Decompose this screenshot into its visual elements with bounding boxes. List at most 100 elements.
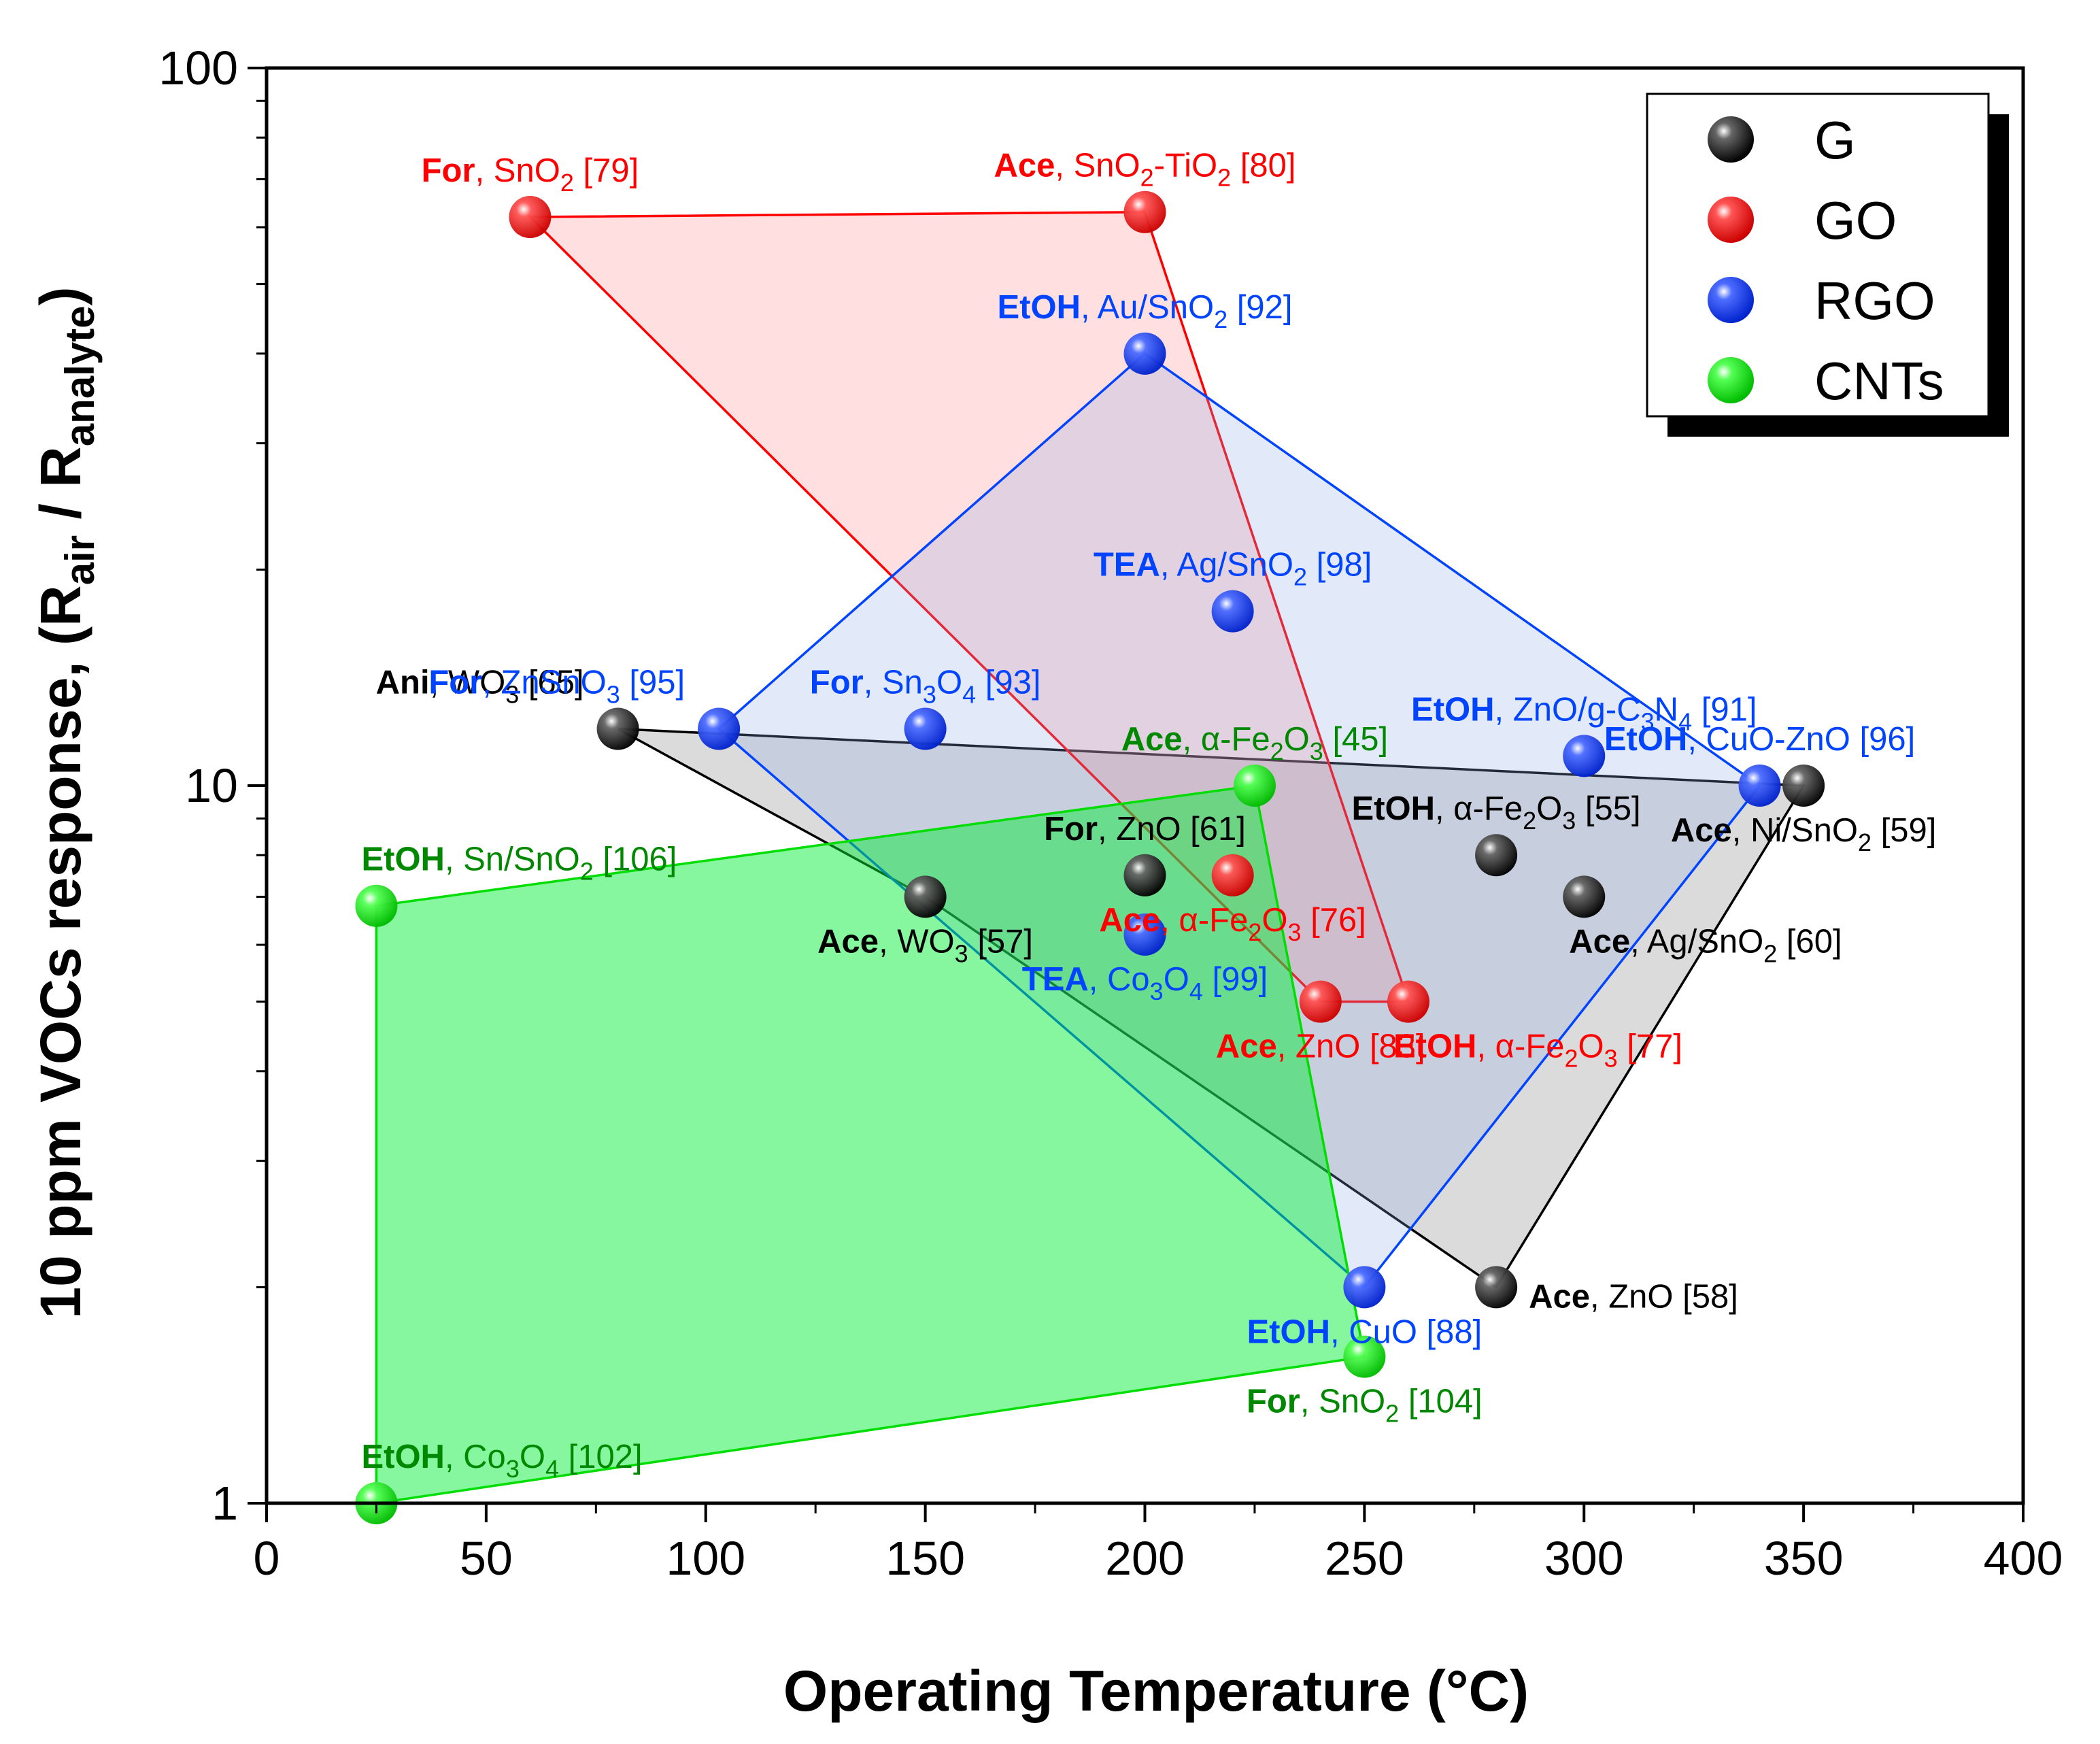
point-label-gas: For (1044, 811, 1098, 848)
point-label-sep: , (1081, 289, 1098, 326)
point-label-material: [95] (620, 664, 685, 701)
marker-rgo-6 (1738, 765, 1781, 807)
legend-label-rgo: RGO (1814, 271, 1935, 331)
marker-go-0 (509, 196, 552, 239)
point-label-material: O (520, 1439, 545, 1475)
point-label-material: [104] (1399, 1384, 1483, 1420)
point-label-material: [55] (1576, 790, 1640, 827)
point-label-material: [77] (1618, 1028, 1682, 1065)
point-label-material: α-Fe (1201, 721, 1270, 758)
point-label-subscript: 4 (545, 1455, 559, 1483)
point-label-g-5: Ace, Ni/SnO2 [59] (1671, 812, 1936, 856)
point-label-sep: , (879, 923, 897, 960)
x-tick-label: 300 (1544, 1532, 1624, 1585)
point-label-material: Ni/SnO (1750, 812, 1858, 849)
point-label-subscript: 2 (1858, 828, 1872, 856)
point-label-go-4: EtOH, α-Fe2O3 [77] (1393, 1028, 1682, 1073)
point-label-material: O (1284, 721, 1310, 758)
point-label-g-2: For, ZnO [61] (1044, 811, 1246, 848)
point-label-g-3: EtOH, α-Fe2O3 [55] (1352, 790, 1641, 835)
x-tick-label: 250 (1325, 1532, 1404, 1585)
legend-marker-go (1708, 197, 1754, 243)
point-label-gas: EtOH (1393, 1028, 1477, 1065)
point-label-subscript: 2 (1523, 807, 1536, 835)
point-label-subscript: 2 (1565, 1045, 1578, 1073)
point-label-material: [60] (1777, 923, 1842, 960)
marker-cnts-2 (1343, 1335, 1386, 1378)
legend-label-g: G (1814, 110, 1856, 170)
marker-rgo-0 (698, 707, 741, 750)
point-label-cnts-0: EtOH, Sn/SnO2 [106] (361, 841, 677, 886)
axis-layer: 0 50 100 150 200 250 300 350 400 1 10 100 (158, 41, 2063, 1585)
x-tick-label: 400 (1984, 1532, 2063, 1585)
point-label-gas: Ace (994, 148, 1055, 184)
point-label-cnts-1: Ace, α-Fe2O3 [45] (1121, 721, 1389, 765)
point-label-subscript: 2 (1385, 1400, 1399, 1428)
point-label-material: [79] (574, 152, 639, 189)
point-label-subscript: 2 (1140, 164, 1154, 192)
point-label-subscript: 3 (923, 680, 936, 708)
point-label-subscript: 3 (1288, 918, 1302, 946)
point-label-rgo-6: EtOH, CuO-ZnO [96] (1604, 721, 1915, 758)
point-label-g-0: Ani, WO3 [65] (376, 664, 584, 708)
point-label-material: [98] (1307, 547, 1372, 584)
point-label-rgo-2: EtOH, Au/SnO2 [92] (997, 289, 1292, 333)
marker-g-4 (1563, 875, 1606, 918)
point-label-gas: TEA (1094, 547, 1160, 584)
point-label-rgo-4: TEA, Co3O4 [99] (1022, 961, 1268, 1005)
point-label-material: SnO (1074, 148, 1140, 184)
point-label-sep: , (430, 664, 448, 701)
x-axis-title: Operating Temperature (°C) (783, 1659, 1529, 1723)
point-label-sep: , (864, 664, 882, 701)
point-label-material: Ag/SnO (1176, 547, 1293, 584)
point-label-gas: For (422, 152, 475, 189)
point-label-material: [59] (1872, 812, 1936, 849)
point-label-gas: TEA (1022, 961, 1089, 998)
x-tick-label: 50 (460, 1532, 513, 1585)
point-label-material: [106] (594, 841, 677, 878)
point-label-rgo-7: EtOH, CuO [88] (1247, 1313, 1482, 1350)
point-label-subscript: 3 (1150, 977, 1164, 1005)
point-label-subscript: 3 (607, 680, 620, 708)
point-label-rgo-1: For, Sn3O4 [93] (810, 664, 1041, 708)
point-label-subscript: 3 (1604, 1045, 1618, 1073)
point-label-sep: , (1160, 547, 1177, 584)
y-axis-title-sub-air: air (57, 535, 103, 585)
point-label-material: WO (448, 664, 505, 701)
x-tick-label: 150 (885, 1532, 965, 1585)
marker-rgo-1 (904, 707, 947, 750)
point-label-material: O (1164, 961, 1189, 998)
point-label-go-1: Ace, SnO2-TiO2 [80] (994, 148, 1295, 192)
point-label-sep: , (1732, 812, 1750, 849)
point-label-gas: For (810, 664, 864, 701)
legend-label-go: GO (1814, 190, 1897, 250)
y-axis-title-main: 10 ppm VOCs response, (R (29, 585, 92, 1318)
point-label-material: N (1655, 691, 1678, 728)
point-label-gas: Ani (376, 664, 430, 701)
point-label-subscript: 2 (1763, 939, 1777, 967)
point-label-material: Au/SnO (1098, 289, 1215, 326)
marker-rgo-4 (1123, 913, 1166, 956)
point-label-subscript: 2 (1293, 563, 1307, 591)
point-label-sep: , (475, 152, 494, 189)
point-label-subscript: 2 (1270, 737, 1284, 765)
legend: G GO RGO CNTs (1646, 93, 2009, 437)
point-label-material: Co (1107, 961, 1150, 998)
point-label-sep: , (482, 664, 501, 701)
y-tick-label: 10 (185, 759, 238, 812)
legend-marker-cnts (1708, 357, 1754, 403)
point-label-gas: Ace (1529, 1278, 1590, 1315)
point-label-material: Ag/SnO (1647, 923, 1764, 960)
point-label-sep: , (445, 841, 463, 878)
point-label-material: ZnO [58] (1608, 1278, 1738, 1315)
point-label-subscript: 3 (1641, 707, 1655, 735)
point-label-material: O (1578, 1028, 1604, 1065)
point-label-gas: Ace (817, 923, 879, 960)
marker-go-2 (1211, 854, 1254, 896)
point-label-g-1: Ace, WO3 [57] (817, 923, 1033, 967)
point-label-sep: , (1277, 1028, 1295, 1065)
point-label-material: α-Fe (1179, 902, 1249, 939)
point-label-subscript: 2 (1214, 305, 1227, 333)
point-label-sep: , (1476, 1028, 1495, 1065)
